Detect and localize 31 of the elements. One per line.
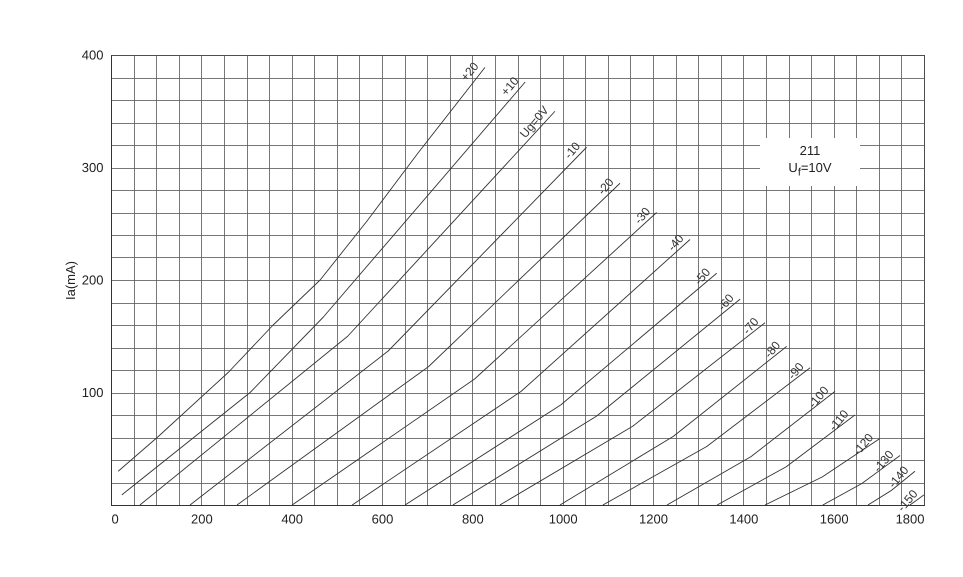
text: -60 [714,290,737,314]
annotation: U$_{f}$=10V [787,159,833,181]
x-tick-label: 200 [190,512,213,526]
text: -70 [740,314,762,338]
text: -110 [826,406,852,434]
x-tick-label: 400 [281,512,304,526]
y-tick-label: 300 [82,160,104,175]
note-box: 211 U$_{f}$=10V [760,138,860,186]
x-tick-label: 1600 [820,512,849,526]
y-axis-title: Ia(mA) [62,261,78,300]
x-tick-label: 0 [112,512,119,526]
y-tick-label: 100 [82,385,104,400]
text: +20 [458,59,482,84]
text: +10 [498,74,522,99]
x-tick-label: 1200 [639,512,668,526]
text: -10 [561,139,584,162]
text: -90 [784,360,807,382]
x-tick-label: 1800 [896,512,924,526]
text: -50 [691,265,714,288]
text: -80 [761,338,784,361]
x-tick-label: 1000 [548,512,578,526]
text: -40 [664,231,687,254]
text: -120 [850,430,876,458]
y-tick-label: 200 [82,272,104,288]
annotation: 211 [798,142,822,159]
text: -20 [594,175,617,198]
text: -30 [631,204,654,227]
x-tick-label: 600 [372,512,394,526]
y-tick-label: 400 [82,48,104,62]
x-tick-label: 1400 [729,512,758,526]
x-tick-label: 800 [462,512,484,526]
